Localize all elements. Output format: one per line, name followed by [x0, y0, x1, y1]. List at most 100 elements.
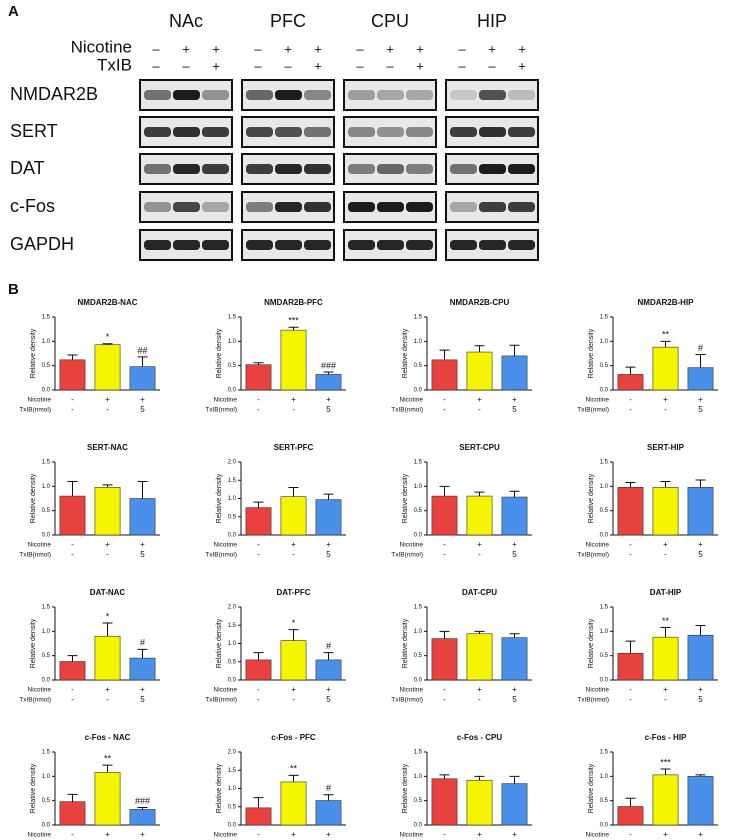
region-label: NAc [169, 11, 203, 31]
blot-band [275, 240, 302, 250]
error-bar [509, 633, 520, 638]
y-tick-label: 1.5 [414, 315, 423, 321]
blot-band [479, 202, 506, 212]
treatment-sign: + [284, 41, 292, 56]
row-label: TxIB(nmol) [577, 552, 609, 559]
blot-band [479, 90, 506, 100]
blot-band [304, 240, 331, 250]
bar [501, 637, 528, 681]
bar [245, 364, 272, 391]
treatment-sign: + [314, 58, 322, 73]
protein-label: SERT [10, 121, 58, 141]
x-label-txib: - [443, 405, 446, 414]
x-label-nicotine: - [257, 395, 260, 404]
region-label: CPU [371, 11, 409, 31]
y-tick-label: 1.5 [228, 768, 237, 774]
x-label-nicotine: + [477, 540, 482, 549]
error-bar [695, 479, 706, 488]
y-tick-label: 0.0 [42, 533, 51, 539]
x-label-txib: 5 [140, 405, 145, 414]
x-label-txib: 5 [512, 405, 517, 414]
blot-band [479, 164, 506, 174]
protein-label: GAPDH [10, 234, 74, 254]
x-label-nicotine: + [105, 540, 110, 549]
y-tick-label: 0.5 [414, 363, 423, 369]
bar [431, 359, 458, 391]
row-label: TxIB(nmol) [205, 407, 237, 414]
y-axis-label: Relative density [30, 763, 37, 813]
y-tick-label: 0.5 [42, 653, 51, 659]
row-label: Nicotine [28, 397, 52, 404]
significance: *** [288, 316, 299, 326]
bar [59, 801, 86, 826]
error-bar [625, 640, 636, 654]
row-label: TxIB(nmol) [205, 552, 237, 559]
x-label-txib: 5 [512, 695, 517, 704]
y-axis-label: Relative density [402, 618, 409, 668]
y-tick-label: 0.5 [414, 798, 423, 804]
y-tick-label: 0.0 [600, 678, 609, 684]
blot-band [275, 90, 302, 100]
error-bar [67, 354, 78, 360]
bar [501, 496, 528, 536]
blot-band [275, 202, 302, 212]
x-label-nicotine: + [291, 540, 296, 549]
blot-band [304, 202, 331, 212]
blot-band [173, 90, 200, 100]
y-tick-label: 1.0 [600, 339, 609, 345]
blot-band [173, 240, 200, 250]
y-tick-label: 1.0 [228, 339, 237, 345]
error-bar [474, 345, 485, 353]
error-bar [439, 349, 450, 360]
x-label-nicotine: + [105, 830, 110, 839]
blot-band [246, 127, 273, 137]
x-label-txib: 5 [326, 405, 331, 414]
x-label-nicotine: + [512, 395, 517, 404]
blot-band [377, 127, 404, 137]
y-axis-label: Relative density [216, 473, 223, 523]
x-label-txib: 5 [698, 405, 703, 414]
error-bar [323, 652, 334, 660]
x-label-txib: 5 [140, 695, 145, 704]
row-label: Nicotine [400, 542, 424, 549]
x-label-txib: - [292, 695, 295, 704]
treatment-sign: – [254, 58, 262, 73]
chart-title: c-Fos - CPU [457, 733, 503, 742]
bar [59, 359, 86, 391]
row-label: TxIB(nmol) [19, 552, 51, 559]
x-label-nicotine: + [326, 830, 331, 839]
bar [280, 640, 307, 681]
y-axis-label: Relative density [216, 618, 223, 668]
blot-band [202, 202, 229, 212]
chart-title: c-Fos - NAC [85, 733, 131, 742]
error-bar [288, 774, 299, 782]
y-tick-label: 0.5 [228, 514, 237, 520]
x-label-nicotine: - [71, 830, 74, 839]
x-label-nicotine: + [512, 540, 517, 549]
y-tick-label: 0.0 [42, 388, 51, 394]
significance: ### [135, 796, 150, 806]
bar [245, 507, 272, 536]
x-label-txib: - [664, 695, 667, 704]
x-label-txib: - [629, 550, 632, 559]
y-tick-label: 1.0 [228, 641, 237, 647]
y-tick-label: 2.0 [228, 750, 237, 756]
blot-band [348, 90, 375, 100]
x-label-nicotine: + [477, 395, 482, 404]
y-axis-label: Relative density [588, 618, 595, 668]
y-tick-label: 0.0 [600, 823, 609, 829]
blot-band [406, 202, 433, 212]
blot-band [508, 127, 535, 137]
bar [431, 495, 458, 536]
blot-band [348, 127, 375, 137]
treatment-sign: – [152, 41, 160, 56]
x-label-txib: - [106, 695, 109, 704]
y-axis-label: Relative density [402, 763, 409, 813]
x-label-txib: - [664, 405, 667, 414]
y-tick-label: 0.5 [228, 804, 237, 810]
bar [466, 633, 493, 681]
x-label-txib: - [257, 550, 260, 559]
error-bar [695, 774, 706, 777]
bar [466, 779, 493, 826]
